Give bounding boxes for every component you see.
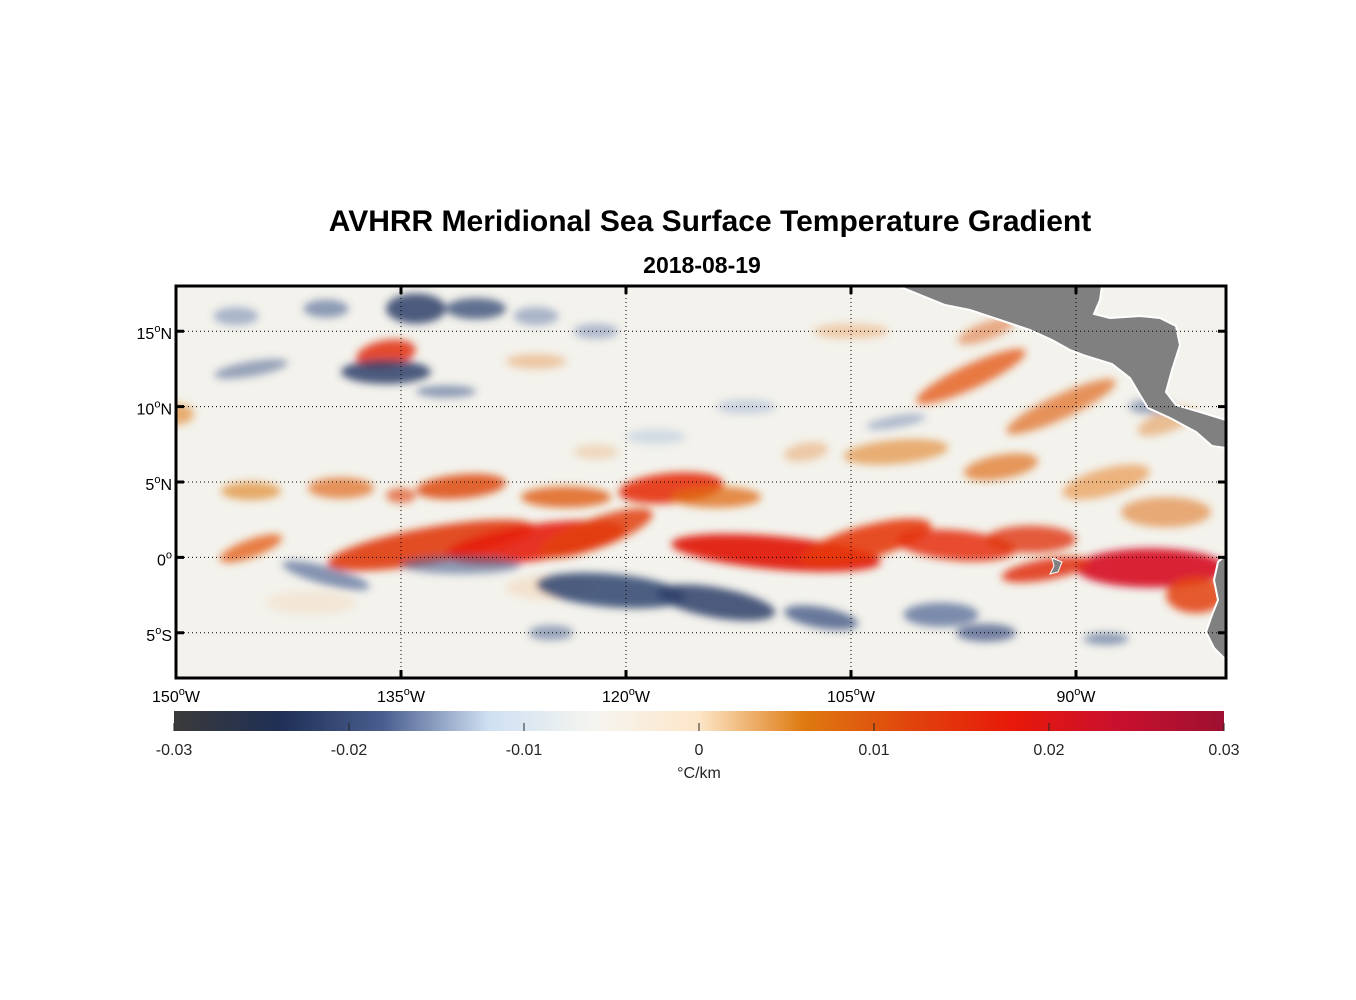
gradient-blob [1062, 464, 1150, 500]
gradient-blob [903, 602, 979, 627]
gradient-blob [956, 623, 1016, 642]
lat-tick-label: 5oS [146, 625, 172, 645]
gradient-blob [506, 353, 566, 369]
lon-tick-label: 105oW [827, 686, 876, 706]
lat-tick-label: 15oN [137, 323, 172, 343]
axis-ticks: 150oW 135oW 120oW 105oW 90oW 15oN 10oN 5oN 0o 5oS [137, 286, 1226, 706]
gradient-blob [386, 293, 446, 324]
gradient-blob [446, 298, 506, 320]
gradient-blob [528, 625, 574, 641]
gradient-blob [1166, 576, 1226, 614]
lon-tick-label: 135oW [377, 686, 426, 706]
gradient-blob [1121, 497, 1211, 528]
lon-tick-label: 90oW [1056, 686, 1096, 706]
gradient-blob [219, 534, 283, 563]
galapagos-land [1049, 557, 1063, 575]
gradient-blob [1083, 632, 1129, 645]
lon-tick-label: 150oW [152, 686, 201, 706]
gradient-blob [308, 477, 374, 499]
colorbar-tick-label: -0.01 [506, 742, 543, 759]
gradient-blob [964, 453, 1038, 481]
gradient-blob [986, 525, 1076, 553]
gradient-blob [282, 560, 370, 591]
central-america-land [897, 286, 1226, 450]
gradient-blob [386, 488, 416, 504]
gradient-blob [266, 590, 356, 615]
gradient-blob [656, 584, 776, 621]
map-subtitle: 2018-08-19 [643, 252, 761, 278]
gradient-blob [416, 385, 476, 398]
lon-tick-label: 120oW [602, 686, 651, 706]
lat-tick-label: 5oN [145, 474, 172, 494]
lat-tick-label: 10oN [137, 399, 172, 419]
colorbar-tick-label: -0.02 [331, 742, 368, 759]
gradient-blob [416, 473, 506, 500]
gradient-blob [784, 605, 858, 630]
gradient-blob [401, 555, 521, 574]
gradient-blob [783, 442, 829, 462]
gradient-field [176, 293, 1226, 645]
gradient-blob [521, 486, 611, 508]
colorbar-tick-label: 0.01 [858, 742, 889, 759]
colorbar-tick-label: 0 [695, 742, 704, 759]
gradient-blob [671, 486, 761, 508]
gradient-blob [1001, 556, 1091, 583]
gradient-blob [327, 519, 535, 571]
gradient-blob [539, 508, 653, 559]
gradient-blob [716, 399, 776, 415]
colorbar-tick-label: 0.03 [1208, 742, 1239, 759]
graticule [176, 286, 1226, 678]
gradient-blob [341, 359, 431, 385]
lat-tick-label: 0o [157, 549, 172, 569]
colorbar-tick-label: 0.02 [1033, 742, 1064, 759]
gradient-blob [536, 572, 686, 609]
gradient-blob [513, 307, 559, 326]
map-title: AVHRR Meridional Sea Surface Temperature… [328, 205, 1092, 238]
gradient-blob [626, 429, 686, 445]
gradient-blob [800, 518, 932, 567]
gradient-blob [896, 529, 1016, 562]
gradient-blob [221, 482, 281, 501]
gradient-blob [866, 413, 926, 430]
colorbar-unit-label: °C/km [677, 765, 721, 782]
gradient-blob [213, 307, 259, 326]
gradient-blob [176, 403, 194, 425]
gradient-blob [214, 359, 288, 379]
gradient-blob [813, 323, 889, 339]
gradient-blob [303, 299, 349, 318]
gradient-blob [573, 444, 619, 460]
colorbar-ticks: -0.03 -0.02 -0.01 0 0.01 0.02 0.03 [156, 723, 1240, 759]
colorbar-tick-label: -0.03 [156, 742, 193, 759]
gradient-blob [957, 317, 1015, 345]
gradient-blob [843, 438, 949, 465]
gradient-blob [916, 348, 1026, 405]
colorbar [174, 711, 1224, 731]
